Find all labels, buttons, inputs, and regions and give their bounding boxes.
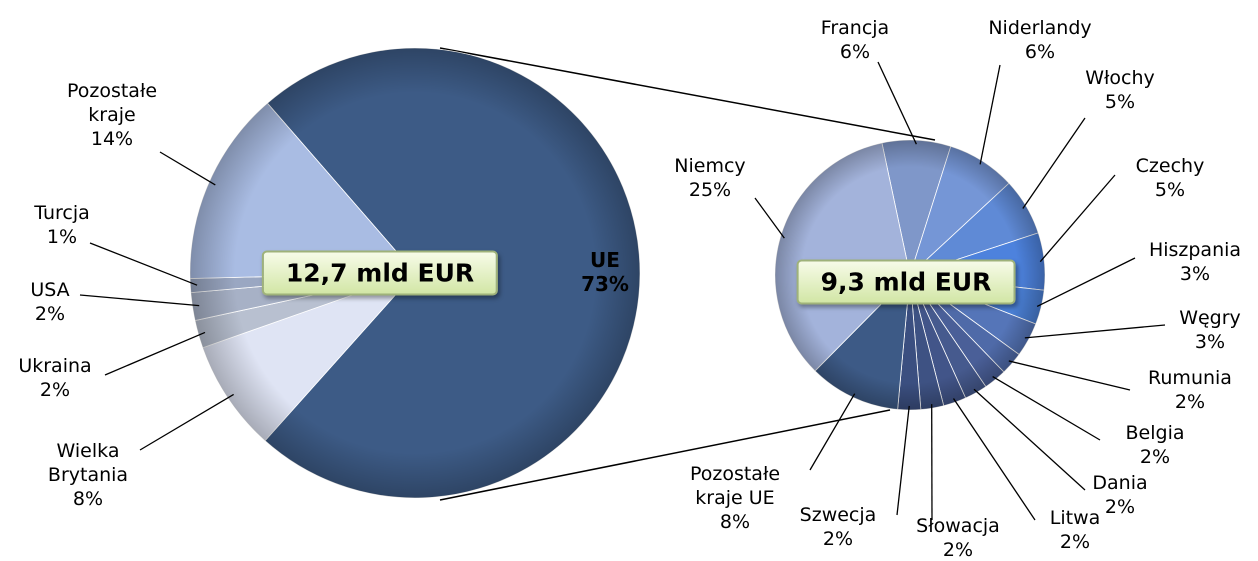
label-name: Belgia [1125, 422, 1185, 444]
data-label: Pozostałe kraje UE 8% [678, 462, 793, 534]
label-value: 2% [39, 379, 71, 401]
leader-line [979, 64, 1001, 165]
label-name: Czechy [1135, 155, 1205, 177]
leader-line [877, 61, 917, 145]
label-value: 2% [34, 303, 66, 325]
label-value: 5% [1154, 179, 1186, 201]
data-label: Szwecja 2% [783, 503, 893, 551]
label-value: 14% [90, 128, 134, 150]
leader-line [1036, 257, 1136, 308]
data-label: Słowacja 2% [903, 514, 1013, 561]
data-label: Niemcy 25% [660, 154, 760, 202]
data-label: UE 73% [581, 248, 629, 296]
data-label: Belgia 2% [1110, 421, 1200, 469]
data-label: Czechy 5% [1120, 154, 1220, 202]
connector-line [439, 409, 891, 501]
leader-line [896, 405, 910, 516]
leader-line [1008, 360, 1131, 391]
label-name: Wielka Brytania [47, 440, 129, 486]
leader-line [973, 388, 1086, 491]
data-label: USA 2% [10, 278, 90, 326]
data-label: Rumunia 2% [1135, 366, 1245, 414]
leader-line [809, 393, 856, 471]
data-label: Hiszpania 3% [1135, 238, 1255, 286]
label-name: Węgry [1179, 307, 1241, 329]
data-label: Dania 2% [1080, 471, 1160, 519]
label-value: 2% [1174, 391, 1206, 413]
label-value: 2% [1104, 496, 1136, 518]
label-value: 5% [1104, 91, 1136, 113]
label-value: 2% [942, 539, 974, 561]
data-label: Wielka Brytania 8% [26, 439, 151, 511]
data-label: Pozostałe kraje 14% [57, 79, 167, 151]
leader-line [1024, 324, 1166, 339]
label-name: Ukraina [18, 355, 92, 377]
label-name: UE [590, 248, 620, 272]
leader-line [754, 197, 785, 239]
label-name: USA [30, 279, 70, 301]
label-value: 8% [72, 488, 104, 510]
label-value: 2% [822, 528, 854, 550]
label-value: 25% [688, 179, 732, 201]
label-name: Litwa [1049, 507, 1101, 529]
label-value: 73% [581, 272, 629, 296]
label-value: 6% [839, 41, 871, 63]
label-name: Pozostałe kraje [66, 80, 158, 126]
data-label: Turcja 1% [17, 201, 107, 249]
label-name: Niderlandy [988, 17, 1092, 39]
data-label: Francja 6% [805, 16, 905, 64]
label-name: Pozostałe kraje UE [689, 463, 781, 509]
label-value: 3% [1179, 263, 1211, 285]
label-value: 2% [1059, 531, 1091, 553]
label-name: Włochy [1085, 67, 1155, 89]
data-label: Węgry 3% [1165, 306, 1255, 354]
leader-line [1022, 117, 1086, 209]
label-value: 8% [719, 511, 751, 533]
data-label: Ukraina 2% [5, 354, 105, 402]
label-value: 2% [1139, 446, 1171, 468]
label-name: Szwecja [799, 504, 877, 526]
leader-line [104, 331, 206, 376]
leader-line [89, 242, 198, 286]
leader-line [1039, 174, 1116, 263]
label-name: Niemcy [674, 155, 746, 177]
label-name: Dania [1092, 472, 1148, 494]
label-name: Turcja [34, 202, 90, 224]
label-value: 1% [46, 226, 78, 248]
leader-line [952, 398, 1036, 521]
leader-line [79, 294, 200, 307]
label-value: 3% [1194, 331, 1226, 353]
leader-line [159, 151, 216, 186]
data-label: Niderlandy 6% [975, 16, 1105, 64]
connector-line [439, 47, 936, 141]
label-name: Słowacja [916, 515, 1000, 537]
label-name: Francja [820, 17, 890, 39]
data-label: Włochy 5% [1070, 66, 1170, 114]
data-label: Litwa 2% [1035, 506, 1115, 554]
center-box: 12,7 mld EUR [261, 250, 499, 296]
leader-line [139, 393, 234, 451]
label-name: Hiszpania [1148, 239, 1242, 261]
leader-line [992, 376, 1101, 441]
label-value: 6% [1024, 41, 1056, 63]
center-box: 9,3 mld EUR [796, 259, 1016, 305]
label-name: Rumunia [1148, 367, 1232, 389]
